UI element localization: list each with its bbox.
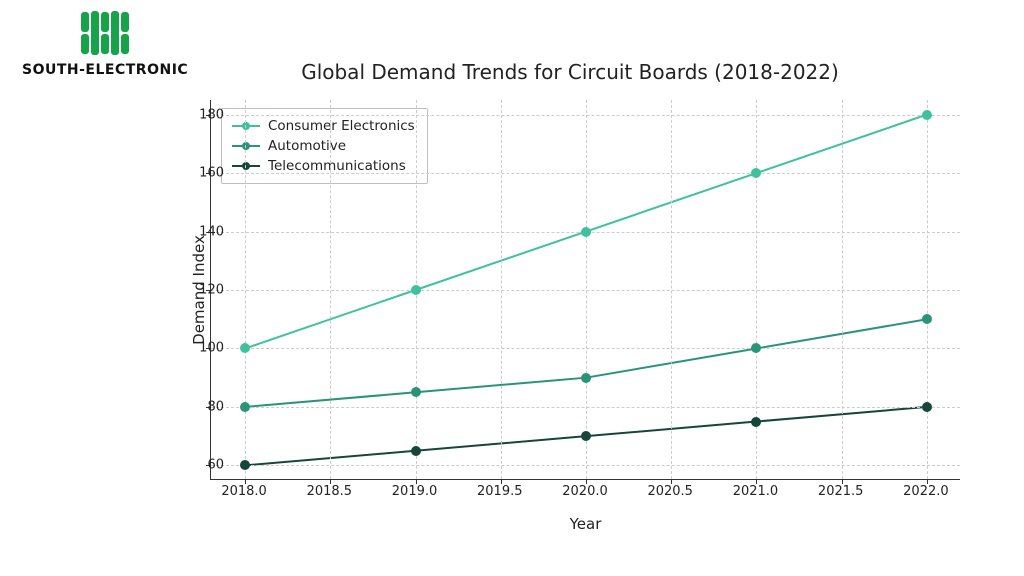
grid-line-v xyxy=(586,100,587,479)
series-marker xyxy=(751,343,761,353)
series-marker xyxy=(922,402,932,412)
grid-line-v xyxy=(671,100,672,479)
x-tick-label: 2019.0 xyxy=(392,484,438,499)
series-marker xyxy=(240,460,250,470)
grid-line-v xyxy=(245,100,246,479)
series-marker xyxy=(240,343,250,353)
series-marker xyxy=(411,387,421,397)
legend-label: Consumer Electronics xyxy=(268,118,415,134)
series-marker xyxy=(581,227,591,237)
grid-line-v xyxy=(330,100,331,479)
chart-title: Global Demand Trends for Circuit Boards … xyxy=(301,60,839,84)
x-tick-label: 2020.5 xyxy=(647,484,693,499)
series-marker xyxy=(240,402,250,412)
y-tick-label: 80 xyxy=(188,399,224,414)
grid-line-v xyxy=(501,100,502,479)
series-marker xyxy=(581,431,591,441)
legend-item: Automotive xyxy=(232,136,415,156)
series-marker xyxy=(922,314,932,324)
series-marker xyxy=(751,417,761,427)
x-tick-label: 2021.5 xyxy=(818,484,864,499)
x-axis-label: Year xyxy=(570,515,602,533)
y-tick-label: 100 xyxy=(188,341,224,356)
y-tick-label: 60 xyxy=(188,458,224,473)
y-tick-label: 140 xyxy=(188,224,224,239)
brand-logo-mark xyxy=(74,8,136,58)
x-tick-label: 2020.0 xyxy=(562,484,608,499)
series-marker xyxy=(751,168,761,178)
series-marker xyxy=(411,446,421,456)
series-marker xyxy=(581,373,591,383)
y-tick-label: 120 xyxy=(188,283,224,298)
x-tick-label: 2019.5 xyxy=(477,484,523,499)
legend-item: Consumer Electronics xyxy=(232,116,415,136)
y-tick-label: 160 xyxy=(188,166,224,181)
y-tick-label: 180 xyxy=(188,107,224,122)
x-tick-label: 2018.0 xyxy=(221,484,267,499)
line-chart: Global Demand Trends for Circuit Boards … xyxy=(160,60,980,530)
x-tick-label: 2021.0 xyxy=(733,484,779,499)
series-marker xyxy=(411,285,421,295)
x-tick-label: 2018.5 xyxy=(307,484,353,499)
series-marker xyxy=(922,110,932,120)
plot-area: Demand Index Year Consumer ElectronicsAu… xyxy=(210,100,960,480)
grid-line-v xyxy=(927,100,928,479)
legend-label: Automotive xyxy=(268,138,346,154)
legend-label: Telecommunications xyxy=(268,158,406,174)
grid-line-v xyxy=(842,100,843,479)
x-tick-label: 2022.0 xyxy=(903,484,949,499)
